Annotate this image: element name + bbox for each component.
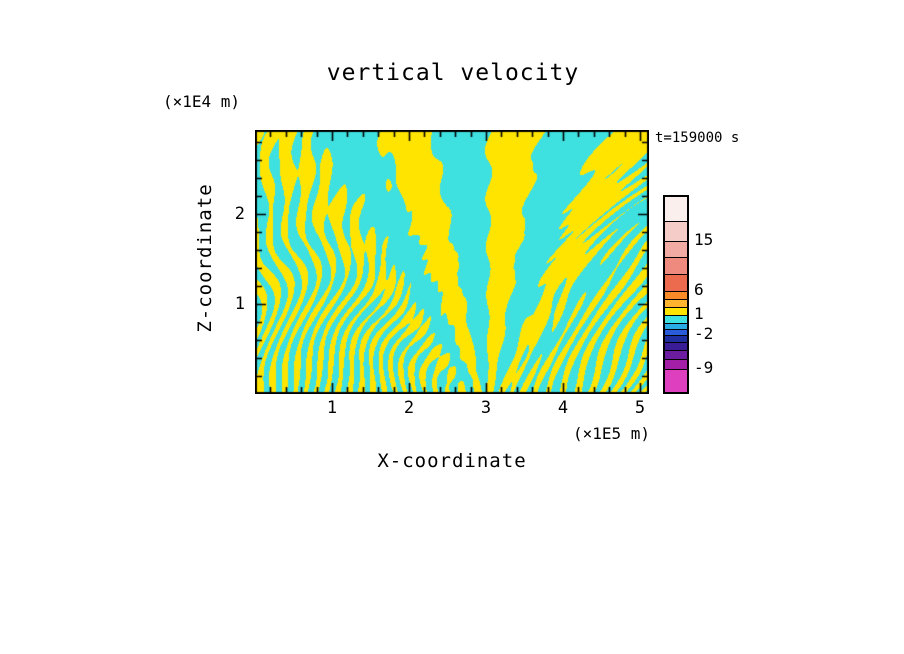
colorbar-segment: [665, 342, 687, 350]
colorbar-segment: [665, 315, 687, 323]
x-tick-label: 4: [557, 398, 569, 418]
colorbar-level-label: -2: [694, 324, 714, 343]
y-tick-label: 2: [234, 204, 245, 224]
colorbar-segment: [665, 221, 687, 241]
y-tick-label: 1: [234, 294, 245, 314]
colorbar: [663, 195, 689, 394]
colorbar-segment: [665, 359, 687, 369]
colorbar-level-label: 1: [694, 304, 704, 323]
colorbar-level-label: 15: [694, 230, 714, 249]
colorbar-segment: [665, 291, 687, 299]
x-tick-label: 3: [480, 398, 492, 418]
colorbar-level-label: 6: [694, 280, 704, 299]
colorbar-segment: [665, 299, 687, 307]
y-axis-title: Z-coordinate: [194, 183, 216, 333]
x-tick-label: 5: [634, 398, 646, 418]
x-tick-label: 1: [326, 398, 338, 418]
colorbar-segment: [665, 335, 687, 342]
heatmap-plot: [255, 130, 649, 394]
colorbar-segment: [665, 197, 687, 221]
colorbar-segment: [665, 274, 687, 291]
colorbar-segment: [665, 329, 687, 335]
x-axis-units-label: (×1E5 m): [572, 424, 650, 443]
y-axis-units-label: (×1E4 m): [163, 92, 241, 111]
colorbar-segment: [665, 241, 687, 257]
time-annotation: t=159000 s: [655, 130, 740, 146]
chart-title: vertical velocity: [326, 60, 580, 86]
x-axis-title: X-coordinate: [377, 450, 527, 472]
x-tick-label: 2: [403, 398, 415, 418]
colorbar-segment: [665, 257, 687, 274]
colorbar-segment: [665, 369, 687, 392]
colorbar-segment: [665, 323, 687, 329]
colorbar-level-label: -9: [694, 358, 714, 377]
colorbar-segment: [665, 350, 687, 359]
colorbar-segment: [665, 307, 687, 315]
